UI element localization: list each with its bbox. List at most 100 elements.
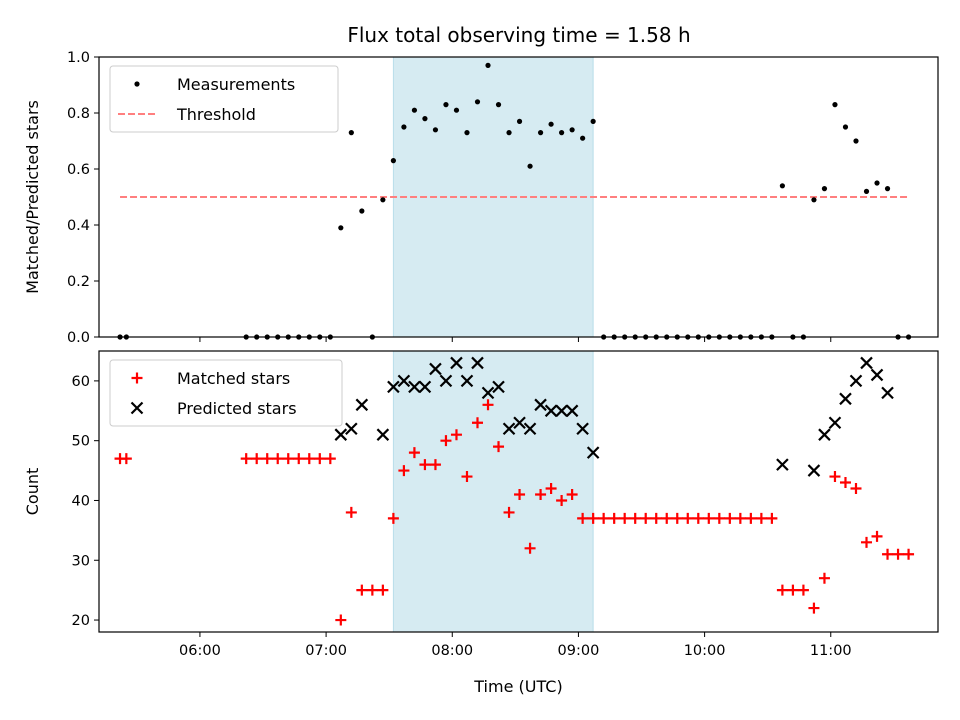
data-point <box>411 107 418 113</box>
data-point <box>692 512 704 524</box>
data-point <box>776 458 789 471</box>
data-point <box>474 99 481 105</box>
data-point <box>439 374 453 388</box>
data-point <box>408 380 421 394</box>
data-point <box>619 512 631 524</box>
data-point <box>120 453 132 465</box>
data-point <box>345 422 358 436</box>
data-point <box>818 428 831 441</box>
data-point <box>544 404 558 418</box>
data-point <box>387 512 399 524</box>
data-point <box>314 453 326 465</box>
data-point <box>842 124 849 130</box>
data-point <box>713 512 725 524</box>
data-point <box>514 488 526 500</box>
y-tick-label: 40 <box>72 493 90 509</box>
legend-swatch <box>130 401 144 415</box>
data-point <box>829 471 841 483</box>
data-point <box>577 512 589 524</box>
y-tick-label: 0.6 <box>67 162 90 178</box>
data-point <box>523 422 537 436</box>
data-point <box>598 512 610 524</box>
data-point <box>503 506 515 518</box>
data-point <box>587 512 599 524</box>
data-point <box>293 453 305 465</box>
data-point <box>586 446 600 459</box>
data-point <box>811 197 817 203</box>
data-point <box>492 380 505 394</box>
legend: Measurements Threshold <box>109 65 339 133</box>
data-point <box>661 512 673 524</box>
data-point <box>303 453 315 465</box>
legend-swatch <box>134 81 140 87</box>
data-point <box>871 530 883 542</box>
data-point <box>545 483 557 495</box>
data-point <box>849 374 863 388</box>
bottom-panel: 20 30 40 50 60 06:00 07:00 08:00 09:00 10:00 11:00… <box>23 350 939 696</box>
data-point <box>432 127 439 133</box>
data-point <box>408 447 420 459</box>
data-point <box>818 572 830 584</box>
data-point <box>860 356 873 370</box>
data-point <box>863 188 870 194</box>
legend-entry: Threshold <box>176 105 256 124</box>
data-point <box>745 512 757 524</box>
data-point <box>565 404 579 418</box>
data-point <box>828 416 842 430</box>
axes-frame <box>98 350 939 633</box>
data-point <box>703 512 715 524</box>
data-point <box>398 465 410 477</box>
x-tick-label: 08:00 <box>431 643 473 659</box>
data-point <box>495 102 502 108</box>
data-point <box>356 584 368 596</box>
data-point <box>335 614 347 626</box>
series-0 <box>117 62 912 340</box>
data-point <box>471 417 483 429</box>
x-tick-label: 07:00 <box>305 643 347 659</box>
data-point <box>418 380 432 394</box>
data-point <box>453 107 460 113</box>
x-tick-label: 06:00 <box>179 643 221 659</box>
legend-entry: Measurements <box>177 75 295 94</box>
data-point <box>481 386 495 400</box>
legend-box <box>109 359 343 427</box>
data-point <box>870 368 884 382</box>
data-point <box>776 584 788 596</box>
data-point <box>366 584 378 596</box>
data-point <box>443 102 449 108</box>
data-point <box>355 398 369 412</box>
data-point <box>377 584 389 596</box>
shaded-interval <box>392 350 594 633</box>
data-point <box>755 512 767 524</box>
x-tick-label: 11:00 <box>810 643 852 659</box>
data-point <box>766 512 778 524</box>
data-point <box>537 130 544 136</box>
data-point <box>535 488 547 500</box>
data-point <box>261 453 273 465</box>
data-point <box>450 429 462 441</box>
data-point <box>482 399 494 411</box>
data-point <box>884 186 891 192</box>
x-axis-label: Time (UTC) <box>473 677 562 696</box>
data-point <box>513 416 526 430</box>
legend-box <box>109 65 339 133</box>
data-point <box>629 512 641 524</box>
data-point <box>569 127 575 133</box>
data-point <box>797 584 809 596</box>
data-point <box>682 512 694 524</box>
data-point <box>485 62 491 68</box>
x-tick-label: 10:00 <box>684 643 726 659</box>
data-point <box>376 428 390 441</box>
data-point <box>671 512 683 524</box>
data-point <box>506 130 512 136</box>
data-point <box>559 130 565 136</box>
data-point <box>734 512 746 524</box>
x-tick-label: 09:00 <box>558 643 600 659</box>
y-tick-label: 0.8 <box>67 106 90 122</box>
data-point <box>556 494 568 506</box>
data-point <box>548 121 554 127</box>
data-point <box>527 163 533 169</box>
data-point <box>272 453 284 465</box>
data-point <box>832 102 838 108</box>
y-tick-label: 20 <box>72 613 90 629</box>
